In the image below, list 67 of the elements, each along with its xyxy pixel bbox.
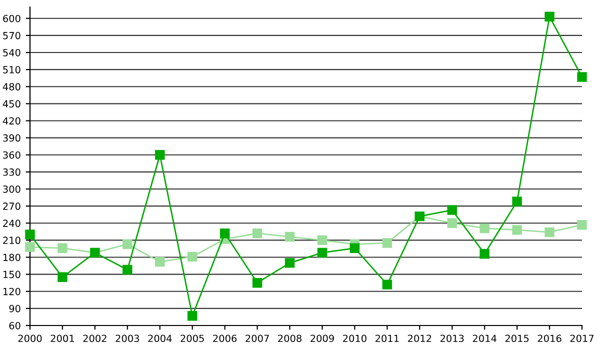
point: [187, 252, 198, 262]
point: [122, 264, 132, 275]
x-tick-label: 2015: [505, 334, 529, 342]
point: [480, 248, 490, 259]
y-tick-label: 600: [3, 14, 20, 22]
point: [317, 235, 328, 246]
x-tick-label: 2000: [18, 334, 42, 342]
point: [317, 248, 328, 258]
point: [284, 258, 295, 268]
x-tick-label: 2013: [440, 334, 464, 342]
point: [447, 205, 457, 215]
point: [252, 228, 262, 238]
x-tick-label: 2016: [538, 334, 562, 342]
point: [382, 238, 392, 248]
x-tick-label: 2005: [180, 334, 204, 342]
y-tick-label: 240: [3, 220, 20, 227]
point: [577, 72, 587, 82]
point: [577, 220, 587, 230]
x-tick-label: 2017: [570, 334, 594, 342]
y-tick-label: 450: [2, 100, 20, 108]
point: [220, 228, 230, 238]
y-tick-label: 270: [3, 202, 20, 210]
point: [155, 256, 165, 267]
y-tick-label: 570: [3, 32, 20, 40]
x-tick-label: 2003: [116, 334, 140, 342]
x-tick-label: 2004: [148, 334, 172, 342]
y-tick-label: 390: [3, 134, 20, 142]
y-tick-label: 330: [3, 168, 20, 176]
x-tick-label: 2008: [278, 334, 302, 342]
point: [512, 225, 522, 235]
point: [25, 242, 35, 252]
point: [25, 230, 35, 240]
y-tick-label: 180: [3, 254, 20, 262]
x-tick-label: 2009: [310, 334, 334, 342]
point: [350, 243, 360, 254]
y-tick-label: 60: [9, 322, 20, 330]
y-tick-label: 90: [9, 304, 20, 312]
point: [382, 280, 392, 290]
point: [544, 12, 554, 22]
x-tick-label: 2007: [246, 334, 269, 342]
y-tick-label: 150: [3, 270, 20, 278]
point: [544, 227, 554, 238]
y-tick-label: 120: [3, 288, 20, 296]
x-tick-label: 2002: [83, 334, 106, 342]
point: [58, 272, 68, 282]
y-tick-label: 210: [3, 236, 20, 244]
point: [58, 243, 68, 254]
y-tick-label: 480: [2, 83, 20, 90]
point: [512, 196, 522, 206]
point: [480, 223, 490, 234]
y-tick-label: 360: [3, 151, 20, 159]
x-tick-label: 2011: [376, 334, 399, 342]
x-tick-label: 2012: [408, 334, 432, 342]
point: [155, 150, 165, 160]
point: [252, 278, 262, 288]
x-tick-label: 2001: [50, 334, 74, 342]
x-tick-label: 2010: [343, 334, 366, 342]
point: [447, 218, 457, 228]
point: [284, 232, 295, 242]
point: [187, 310, 198, 321]
y-tick-label: 510: [3, 66, 20, 74]
x-tick-label: 2014: [472, 334, 496, 342]
point: [122, 239, 132, 250]
y-tick-label: 420: [2, 117, 20, 125]
y-tick-label: 540: [3, 48, 20, 56]
y-tick-label: 300: [3, 185, 20, 193]
x-tick-label: 2006: [213, 334, 237, 342]
